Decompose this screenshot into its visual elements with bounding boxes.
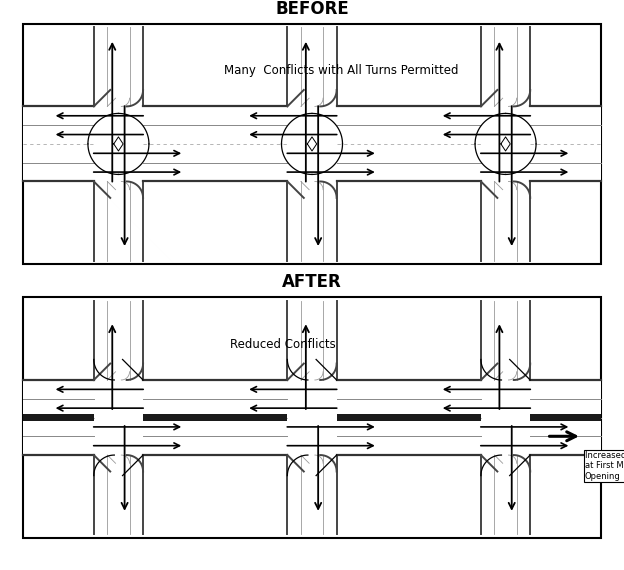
Bar	[288, 181, 336, 260]
Text: Increased Traffic
at First Median
Opening: Increased Traffic at First Median Openin…	[585, 451, 624, 481]
Bar	[94, 181, 143, 260]
Bar	[94, 301, 143, 380]
Bar	[143, 414, 288, 421]
Bar	[530, 414, 600, 421]
Text: BEFORE: BEFORE	[275, 0, 349, 18]
Bar	[24, 107, 600, 181]
Bar	[481, 27, 530, 107]
Bar	[94, 27, 143, 107]
Bar	[481, 301, 530, 380]
Text: Reduced Conflicts: Reduced Conflicts	[230, 337, 336, 351]
Bar	[481, 455, 530, 534]
Bar	[288, 301, 336, 380]
Bar	[288, 455, 336, 534]
Bar	[288, 27, 336, 107]
Bar	[336, 414, 481, 421]
Bar	[24, 380, 600, 455]
Text: AFTER: AFTER	[282, 274, 342, 291]
Bar	[94, 455, 143, 534]
Text: Many  Conflicts with All Turns Permitted: Many Conflicts with All Turns Permitted	[224, 64, 459, 77]
Bar	[24, 414, 94, 421]
Bar	[481, 181, 530, 260]
